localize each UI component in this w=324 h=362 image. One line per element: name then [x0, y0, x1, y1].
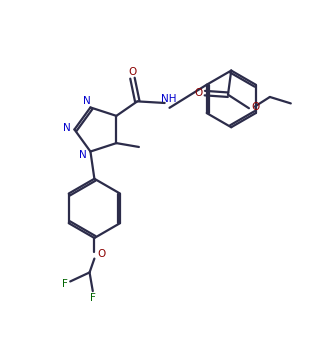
Text: O: O: [97, 249, 106, 259]
Text: F: F: [90, 292, 96, 303]
Text: F: F: [62, 279, 67, 289]
Text: NH: NH: [161, 94, 176, 104]
Text: O: O: [251, 102, 260, 111]
Text: O: O: [194, 88, 202, 98]
Text: N: N: [64, 123, 71, 133]
Text: O: O: [128, 67, 137, 77]
Text: N: N: [83, 96, 90, 106]
Text: N: N: [79, 150, 87, 160]
